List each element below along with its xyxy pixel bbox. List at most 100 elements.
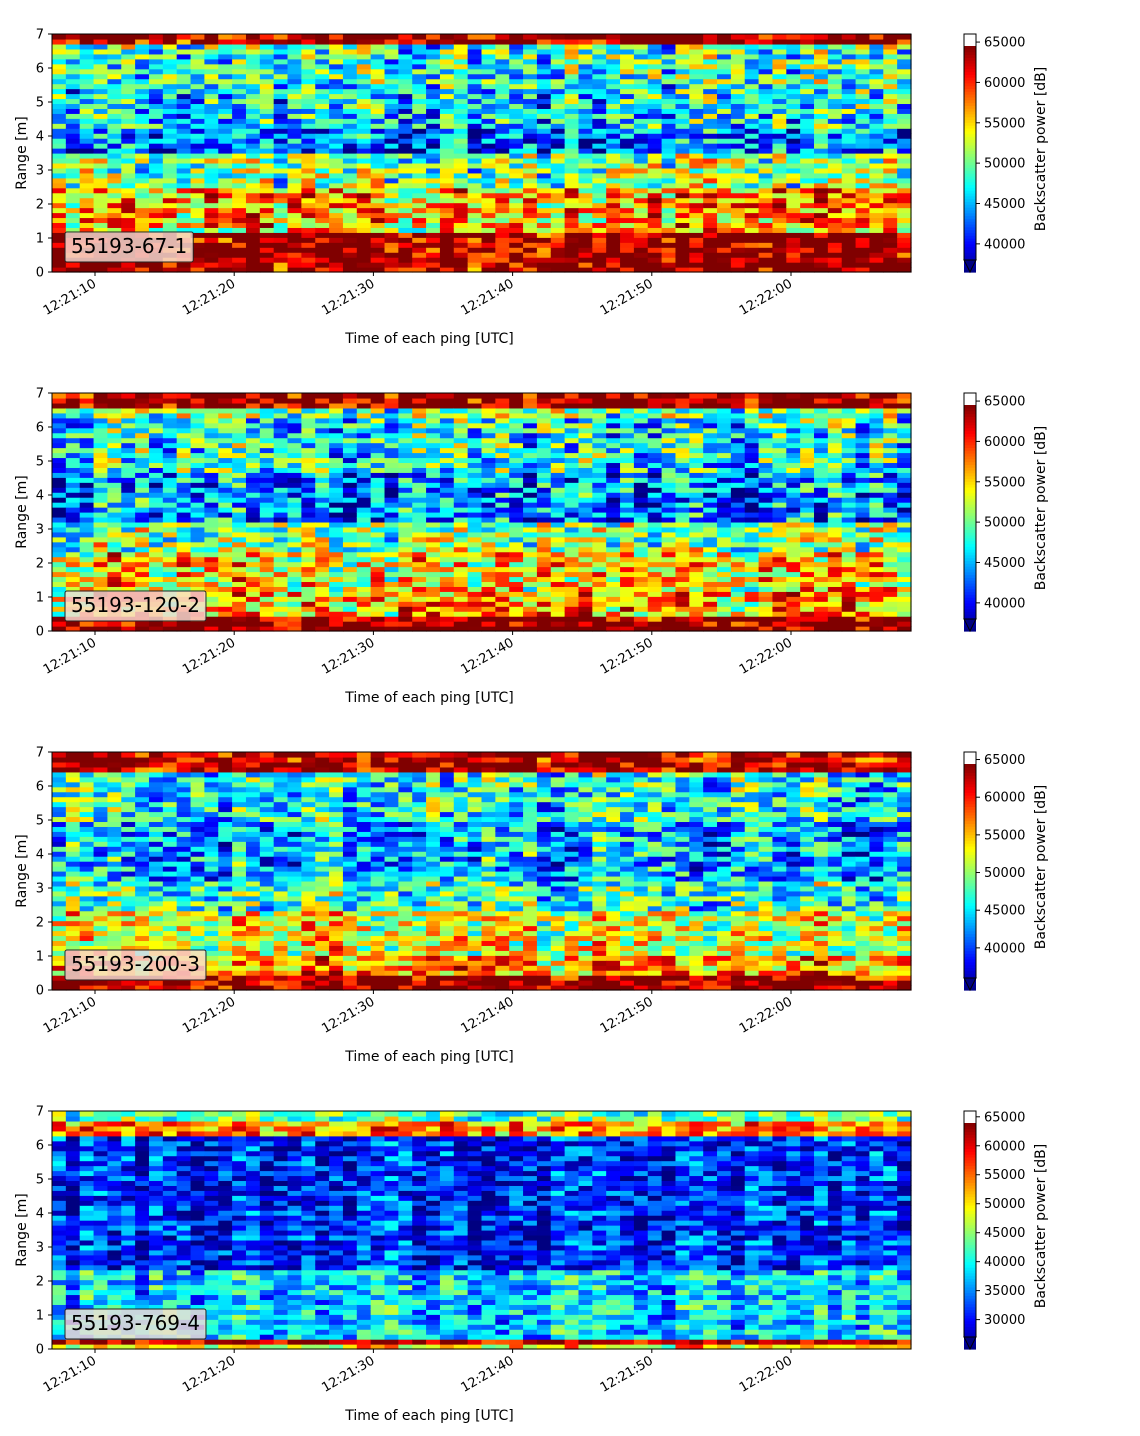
heatmap-cell xyxy=(592,138,607,144)
heatmap-cell xyxy=(758,98,774,105)
heatmap-cell xyxy=(315,621,330,627)
heatmap-cell xyxy=(176,556,192,563)
heatmap-cell xyxy=(204,536,219,543)
heatmap-cell xyxy=(800,43,815,50)
colorbar-segment xyxy=(964,198,976,202)
heatmap-cell xyxy=(176,621,192,627)
heatmap-cell xyxy=(426,88,441,95)
heatmap-cell xyxy=(550,98,566,105)
heatmap-cell xyxy=(467,93,483,100)
heatmap-cell xyxy=(536,128,552,134)
heatmap-cell xyxy=(897,123,912,129)
heatmap-cell xyxy=(550,531,566,538)
heatmap-cell xyxy=(536,601,552,607)
heatmap-cell xyxy=(301,427,316,434)
heatmap-cell xyxy=(190,187,205,194)
heatmap-cell xyxy=(259,187,275,194)
heatmap-cell xyxy=(744,197,760,204)
heatmap-cell xyxy=(439,38,455,45)
heatmap-cell xyxy=(356,48,372,55)
heatmap-cell xyxy=(370,507,386,513)
heatmap-cell xyxy=(426,48,441,55)
heatmap-cell xyxy=(190,536,205,543)
heatmap-cell xyxy=(536,148,552,154)
heatmap-cell xyxy=(370,412,386,419)
heatmap-cell xyxy=(176,417,192,424)
heatmap-cell xyxy=(273,113,289,119)
heatmap-cell xyxy=(439,187,455,194)
heatmap-cell xyxy=(495,192,510,199)
heatmap-cell xyxy=(190,487,205,493)
heatmap-cell xyxy=(93,143,109,149)
heatmap-cell xyxy=(883,162,898,169)
heatmap-cell xyxy=(786,153,801,159)
heatmap-cell xyxy=(620,148,635,154)
heatmap-cell xyxy=(564,492,580,498)
heatmap-cell xyxy=(273,531,289,538)
heatmap-cell xyxy=(897,63,912,70)
heatmap-cell xyxy=(162,182,178,189)
heatmap-cell xyxy=(592,98,607,105)
heatmap-cell xyxy=(190,123,205,129)
heatmap-cell xyxy=(301,556,316,563)
heatmap-cell xyxy=(121,556,136,563)
heatmap-cell xyxy=(800,113,815,119)
heatmap-cell xyxy=(65,521,81,528)
heatmap-cell xyxy=(495,606,510,612)
heatmap-cell xyxy=(841,34,857,40)
heatmap-cell xyxy=(356,197,372,204)
heatmap-cell xyxy=(121,492,136,498)
heatmap-cell xyxy=(772,182,787,189)
heatmap-cell xyxy=(121,531,136,538)
heatmap-cell xyxy=(564,187,580,194)
heatmap-cell xyxy=(329,561,344,568)
colorbar-segment xyxy=(964,184,976,188)
heatmap-cell xyxy=(398,197,413,204)
heatmap-cell xyxy=(661,162,677,169)
heatmap-cell xyxy=(744,58,760,65)
heatmap-cell xyxy=(509,34,524,40)
heatmap-cell xyxy=(79,541,95,548)
heatmap-cell xyxy=(523,462,538,468)
heatmap-cell xyxy=(550,482,566,488)
heatmap-cell xyxy=(481,262,496,268)
heatmap-cell xyxy=(121,217,136,224)
heatmap-cell xyxy=(523,207,538,214)
heatmap-cell xyxy=(606,237,621,243)
heatmap-cell xyxy=(245,182,261,189)
heatmap-cell xyxy=(259,177,275,184)
heatmap-cell xyxy=(564,103,580,109)
heatmap-cell xyxy=(162,88,178,95)
heatmap-cell xyxy=(259,68,275,75)
heatmap-cell xyxy=(398,63,413,70)
heatmap-cell xyxy=(620,232,635,238)
heatmap-cell xyxy=(883,167,898,174)
heatmap-cell xyxy=(703,202,718,209)
heatmap-cell xyxy=(79,437,95,444)
heatmap-cell xyxy=(370,626,386,632)
heatmap-cell xyxy=(342,621,358,627)
heatmap-cell xyxy=(578,621,593,627)
heatmap-cell xyxy=(356,53,372,60)
heatmap-cell xyxy=(855,192,871,199)
heatmap-cell xyxy=(800,237,815,243)
heatmap-cell xyxy=(273,566,289,573)
heatmap-cell xyxy=(204,148,219,154)
heatmap-cell xyxy=(370,407,386,414)
heatmap-cell xyxy=(897,133,912,139)
heatmap-cell xyxy=(162,133,178,139)
heatmap-cell xyxy=(107,157,122,164)
heatmap-cell xyxy=(620,68,635,75)
heatmap-cell xyxy=(52,566,67,573)
heatmap-cell xyxy=(827,123,843,129)
heatmap-cell xyxy=(550,138,566,144)
heatmap-cell xyxy=(439,581,455,587)
heatmap-cell xyxy=(481,162,496,169)
heatmap-cell xyxy=(412,202,427,209)
heatmap-cell xyxy=(730,172,746,179)
heatmap-cell xyxy=(176,43,192,50)
heatmap-cell xyxy=(301,512,316,518)
heatmap-cell xyxy=(453,78,469,85)
heatmap-cell xyxy=(550,38,566,45)
heatmap-cell xyxy=(245,242,261,248)
